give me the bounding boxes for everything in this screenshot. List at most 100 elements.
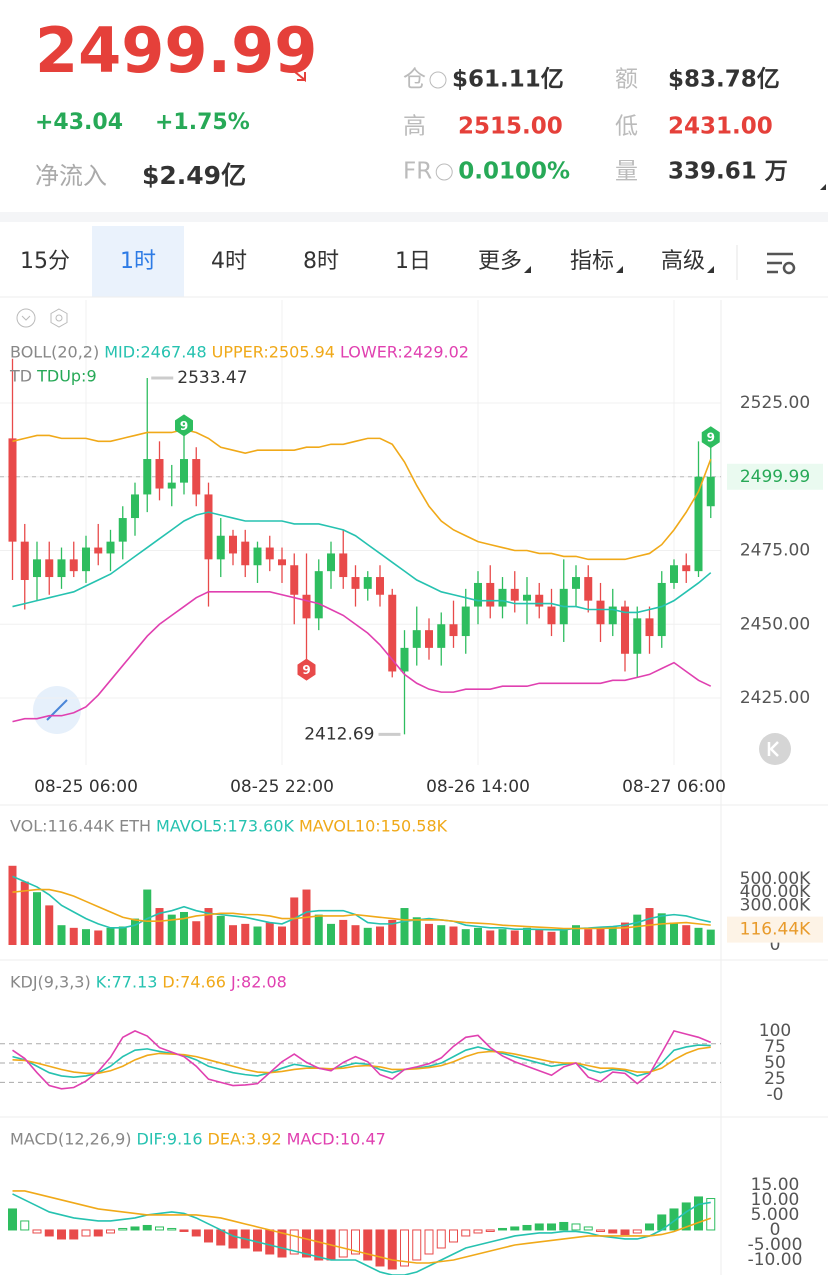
- volume-bar: [621, 922, 629, 945]
- stat-label: 低: [615, 114, 638, 140]
- tab[interactable]: 4时: [211, 249, 247, 274]
- volume-bar: [253, 926, 262, 945]
- volume-bar: [45, 905, 54, 945]
- volume-bar: [572, 925, 580, 945]
- macd-bar: [130, 1226, 140, 1231]
- volume-bar: [547, 931, 556, 945]
- candle-body: [694, 476, 703, 572]
- stat-label: 高: [403, 114, 426, 140]
- volume-bar: [290, 897, 299, 945]
- volume-bar: [437, 925, 446, 945]
- tab[interactable]: 指标: [570, 249, 614, 274]
- y-tick-label: 500.00K: [740, 869, 811, 889]
- volume-bar: [645, 908, 654, 945]
- candle-body: [20, 541, 29, 581]
- jump-latest-button[interactable]: [759, 733, 791, 765]
- volume-bar: [229, 925, 237, 945]
- y-tick-label: -0: [767, 1085, 784, 1105]
- legend-text: MAVOL5:173.60K: [156, 817, 294, 836]
- help-icon[interactable]: [435, 163, 453, 181]
- dropdown-caret: [524, 266, 532, 273]
- candle-body: [253, 547, 262, 566]
- volume-bar: [400, 908, 409, 945]
- collapse-icon[interactable]: [16, 308, 36, 328]
- net-inflow-label: 净流入: [35, 162, 107, 190]
- x-tick-label: 08-26 14:00: [426, 777, 530, 797]
- y-tick-label: 300.00K: [740, 895, 811, 915]
- volume-bar: [474, 927, 482, 945]
- macd-bar: [400, 1229, 409, 1267]
- trend-arrow-head: [297, 72, 306, 81]
- macd-bar: [424, 1229, 434, 1255]
- candle-body: [608, 606, 617, 625]
- chart-settings-icon[interactable]: [50, 308, 68, 328]
- tab[interactable]: 1时: [120, 249, 156, 274]
- volume-bar: [388, 919, 397, 945]
- y-tick-label: 15.00: [751, 1175, 800, 1195]
- volume-bar: [657, 913, 666, 945]
- macd-bar: [461, 1229, 471, 1237]
- candle-body: [645, 618, 654, 637]
- volume-bar: [94, 930, 103, 945]
- tab[interactable]: 8时: [303, 249, 339, 274]
- candle-body: [621, 606, 629, 654]
- settings-icon[interactable]: [767, 252, 796, 275]
- tab[interactable]: 15分: [20, 249, 70, 274]
- candle-body: [216, 535, 225, 560]
- volume-bar: [363, 927, 372, 945]
- candle-body: [523, 594, 531, 601]
- volume-bar: [351, 925, 360, 945]
- volume-bar: [449, 926, 458, 945]
- candle-body: [363, 577, 372, 589]
- volume-bar: [523, 927, 531, 945]
- candle-body: [8, 438, 17, 542]
- candle-body: [388, 594, 397, 672]
- last-volume-box: [727, 916, 823, 943]
- stat-label: 量: [615, 159, 638, 185]
- candle-body: [45, 559, 54, 578]
- candle-body: [498, 588, 507, 607]
- y-tick-label: 0: [770, 1220, 781, 1240]
- stat-value: 0.0100%: [458, 159, 570, 185]
- y-tick-label: 75: [764, 1037, 786, 1057]
- td-label: 9: [180, 419, 188, 433]
- fullscreen-icon: [46, 699, 68, 721]
- macd-bar: [498, 1227, 507, 1231]
- expand-corner[interactable]: [820, 184, 826, 190]
- volume-bar: [510, 930, 519, 945]
- macd-bar: [375, 1229, 385, 1267]
- separator: [0, 212, 828, 222]
- candle-body: [449, 624, 458, 637]
- candle-body: [33, 559, 41, 578]
- last-volume-label: 116.44K: [740, 920, 811, 940]
- macd-bar: [596, 1229, 605, 1232]
- candle-body: [143, 459, 152, 495]
- macd-bar: [547, 1223, 556, 1231]
- volume-bar: [278, 926, 286, 945]
- x-tick-label: 08-25 22:00: [230, 777, 334, 797]
- tab[interactable]: 高级: [661, 249, 705, 274]
- series-line: [12, 1193, 711, 1275]
- legend-text: MACD:10.47: [287, 1130, 386, 1149]
- volume-bar: [559, 929, 568, 945]
- volume-bar: [327, 923, 335, 945]
- stat-label: 仓: [403, 67, 426, 93]
- tab[interactable]: 更多: [478, 249, 522, 274]
- volume-bar: [180, 911, 188, 945]
- series-line: [12, 511, 712, 614]
- tab[interactable]: 1日: [395, 249, 431, 274]
- macd-bar: [559, 1221, 569, 1231]
- td-marker: [701, 426, 720, 449]
- volume-bar: [461, 929, 470, 945]
- volume-bar: [265, 922, 274, 945]
- macd-bar: [351, 1229, 360, 1255]
- volume-bar: [8, 865, 17, 945]
- macd-bar: [485, 1229, 495, 1232]
- legend-text: DIF:9.16: [137, 1130, 203, 1149]
- macd-bar: [681, 1202, 691, 1231]
- candle-body: [510, 588, 519, 601]
- legend-text: MAVOL10:150.58K: [299, 817, 448, 836]
- help-icon[interactable]: [429, 71, 447, 89]
- volume-bar: [204, 908, 213, 945]
